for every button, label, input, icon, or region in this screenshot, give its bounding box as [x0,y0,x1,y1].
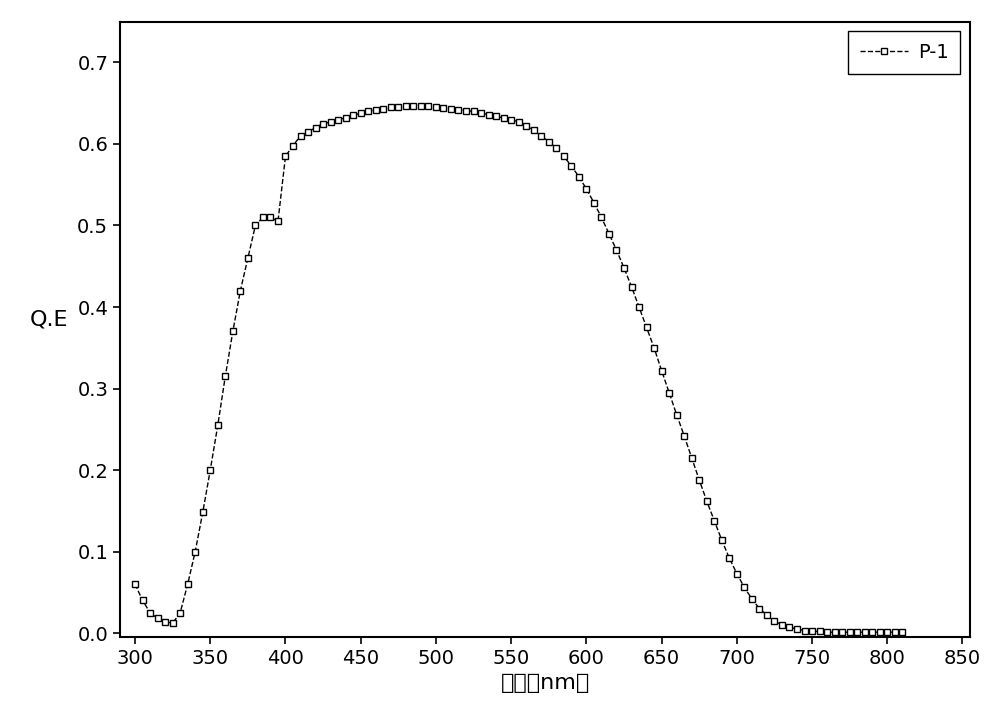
P-1 [896,628,908,636]
P-1 [129,580,141,589]
P-1 [844,628,856,636]
P-1 [580,185,592,193]
Y-axis label: Q.E: Q.E [30,309,69,329]
P-1 [340,114,352,122]
P-1 [821,628,833,636]
Legend: P-1: P-1 [848,31,960,74]
Line: P-1: P-1 [132,103,906,636]
P-1 [836,628,848,636]
P-1 [400,102,412,111]
P-1 [859,628,871,636]
P-1 [814,627,826,636]
X-axis label: 波长（nm）: 波长（nm） [500,673,590,694]
